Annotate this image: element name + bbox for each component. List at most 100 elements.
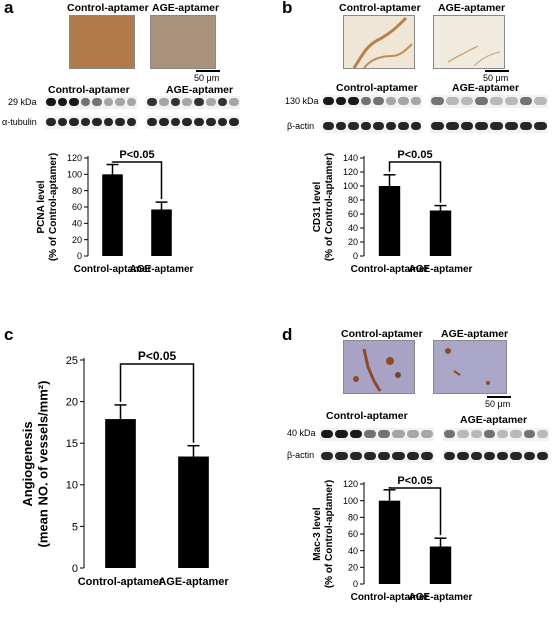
blot-band bbox=[92, 98, 102, 106]
western-blot-row-control-right bbox=[430, 120, 548, 133]
western-blot-row-target-right bbox=[443, 428, 549, 441]
bar bbox=[429, 210, 452, 256]
blot-header-left: Control-aptamer bbox=[48, 84, 130, 96]
blot-band bbox=[536, 430, 548, 438]
blot-band bbox=[321, 430, 334, 438]
y-tick-label: 100 bbox=[67, 169, 82, 179]
blot-band bbox=[373, 122, 384, 130]
blot-band bbox=[444, 452, 456, 460]
blot-band bbox=[406, 430, 419, 438]
panel-label-d: d bbox=[282, 325, 293, 344]
micrograph-age bbox=[433, 15, 505, 69]
y-tick-label: 140 bbox=[343, 153, 358, 163]
blot-band bbox=[229, 118, 239, 126]
x-category-label: Control-aptamer bbox=[351, 264, 429, 275]
stained-vessel-icon bbox=[447, 45, 501, 67]
y-tick-label: 25 bbox=[66, 355, 78, 367]
bar bbox=[151, 209, 172, 256]
blot-band bbox=[475, 97, 488, 105]
bar bbox=[102, 174, 123, 256]
blot-band bbox=[182, 118, 192, 126]
macrophage-stain-icon bbox=[353, 348, 401, 392]
bar bbox=[378, 186, 401, 256]
scale-label: 50 μm bbox=[483, 73, 509, 83]
blot-band bbox=[510, 452, 522, 460]
y-tick-label: 120 bbox=[343, 479, 358, 489]
x-category-label: AGE-aptamer bbox=[158, 576, 229, 588]
blot-band bbox=[460, 122, 474, 130]
bar bbox=[178, 456, 209, 568]
micrograph-age bbox=[150, 15, 216, 69]
significance-bracket bbox=[388, 486, 442, 536]
micrograph-label-left: Control-aptamer bbox=[67, 2, 149, 14]
blot-band bbox=[92, 118, 102, 126]
blot-band bbox=[335, 97, 346, 105]
y-tick-label: 0 bbox=[353, 251, 358, 261]
y-axis-label: CD31 level(% of Control-aptamer) bbox=[312, 153, 335, 261]
bar-chart-b: 0 20 40 60 80 100 120 140 CD31 level(% of Contro… bbox=[312, 149, 473, 275]
blot-band bbox=[323, 97, 334, 105]
x-category-label: Control-aptamer bbox=[351, 592, 429, 603]
blot-band bbox=[385, 122, 396, 130]
bar bbox=[429, 546, 452, 584]
y-tick-label: 60 bbox=[348, 529, 358, 539]
blot-row1-label: 40 kDa bbox=[287, 428, 316, 438]
blot-band bbox=[431, 122, 444, 130]
y-axis-label-line: CD31 level bbox=[312, 181, 323, 232]
scale-label: 50 μm bbox=[194, 73, 220, 83]
y-tick-label: 100 bbox=[343, 496, 358, 506]
bar-chart-a: 0 20 40 60 80 100 120 PCNA level(% of Control-a… bbox=[36, 149, 194, 275]
blot-band bbox=[57, 118, 67, 126]
x-category-label: AGE-aptamer bbox=[130, 264, 194, 275]
blot-band bbox=[510, 430, 522, 438]
y-tick-label: 40 bbox=[348, 546, 358, 556]
micrograph-label-right: AGE-aptamer bbox=[438, 2, 506, 14]
y-tick-label: 15 bbox=[66, 438, 78, 450]
y-axis-label-line: Mac-3 level bbox=[312, 507, 323, 561]
blot-band bbox=[103, 118, 113, 126]
blot-band bbox=[348, 122, 359, 130]
western-blot-row-target-right bbox=[430, 95, 548, 108]
blot-band bbox=[80, 118, 90, 126]
significance-bracket bbox=[111, 161, 163, 200]
y-tick-label: 80 bbox=[348, 195, 358, 205]
western-blot-row-control-right bbox=[443, 450, 549, 463]
blot-band bbox=[504, 97, 518, 105]
micrograph-label-left: Control-aptamer bbox=[341, 328, 423, 340]
blot-band bbox=[335, 430, 348, 438]
blot-band bbox=[147, 98, 157, 106]
scale-bar bbox=[196, 70, 220, 72]
x-category-label: Control-aptamer bbox=[78, 576, 164, 588]
stained-vessel-icon bbox=[352, 16, 413, 68]
significance-label: P<0.05 bbox=[397, 149, 432, 161]
blot-row1-label: 29 kDa bbox=[8, 97, 37, 107]
blot-band bbox=[470, 430, 482, 438]
y-tick-label: 60 bbox=[348, 209, 358, 219]
scale-label: 50 μm bbox=[485, 399, 511, 409]
panel-label-a: a bbox=[4, 0, 14, 17]
blot-band bbox=[410, 97, 421, 105]
y-tick-label: 20 bbox=[348, 562, 358, 572]
blot-band bbox=[483, 430, 495, 438]
bar-chart-c: 0 5 10 15 20 25 Angiogenesis(mean NO. of vesse… bbox=[20, 349, 229, 588]
x-category-label: AGE-aptamer bbox=[409, 264, 473, 275]
y-axis-label-line: (mean NO. of vessels/mm²) bbox=[36, 381, 51, 548]
blot-row2-label: β-actin bbox=[287, 121, 315, 131]
blot-band bbox=[46, 98, 56, 106]
blot-band bbox=[360, 97, 371, 105]
scale-bar bbox=[487, 396, 511, 398]
y-axis-label-line: (% of Control-aptamer) bbox=[48, 153, 59, 261]
blot-band bbox=[170, 98, 181, 106]
blot-band bbox=[69, 98, 79, 106]
blot-band bbox=[504, 122, 518, 130]
blot-band bbox=[398, 122, 409, 130]
blot-header-right: AGE-aptamer bbox=[460, 414, 528, 426]
y-tick-label: 40 bbox=[72, 218, 82, 228]
western-blot-row-target-left bbox=[45, 96, 137, 109]
blot-band bbox=[349, 452, 362, 460]
micrograph-age bbox=[433, 340, 507, 394]
blot-header-left: Control-aptamer bbox=[326, 410, 408, 422]
western-blot-row-target-right bbox=[146, 96, 240, 109]
blot-header-right: AGE-aptamer bbox=[166, 84, 234, 96]
y-tick-label: 120 bbox=[343, 167, 358, 177]
